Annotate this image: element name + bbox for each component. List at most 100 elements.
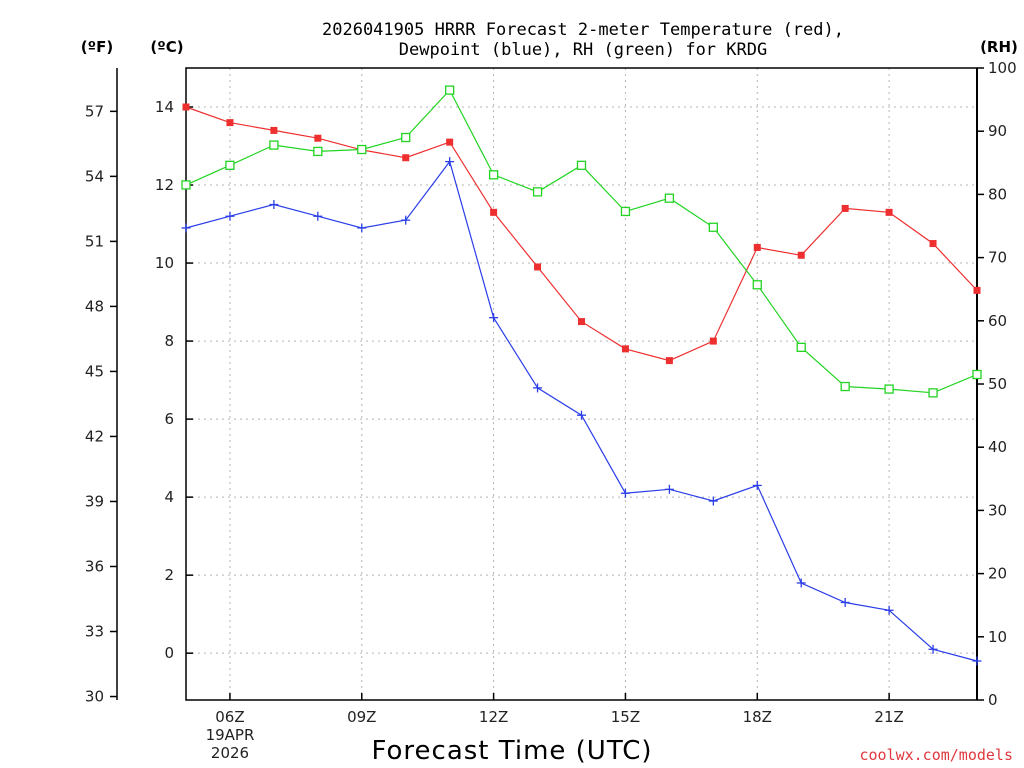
date-label-line-2: 2026: [211, 744, 249, 762]
celsius-tick-label: 8: [164, 332, 174, 350]
rh-tick-label: 70: [988, 249, 1007, 267]
series-layer: [181, 85, 982, 666]
dewpoint-point: [269, 200, 279, 210]
temperature-point: [314, 134, 322, 142]
celsius-tick-label: 2: [164, 566, 174, 584]
temperature-point: [929, 240, 937, 248]
rh-point: [620, 206, 631, 217]
series-temperature: [182, 103, 981, 365]
rh-point: [269, 140, 279, 150]
x-tick-label: 06Z: [215, 708, 244, 726]
temperature-point: [446, 138, 454, 146]
dewpoint-point: [533, 383, 543, 393]
celsius-tick-label: 12: [155, 176, 174, 194]
temperature-point: [578, 318, 585, 326]
rh-point: [532, 187, 543, 197]
rh-point: [225, 160, 235, 170]
dewpoint-point: [357, 223, 367, 233]
date-label-line-1: 19APR: [206, 726, 255, 744]
rh-point: [972, 369, 982, 380]
rh-point: [181, 180, 191, 190]
rh-point: [576, 160, 587, 170]
rh-tick-label: 30: [988, 501, 1007, 519]
dewpoint-point: [796, 578, 806, 588]
rh-tick-label: 80: [988, 185, 1007, 203]
x-ticks: 06Z 09Z 12Z 15Z 18Z 21Z: [215, 693, 904, 726]
dewpoint-point: [445, 157, 455, 167]
fahrenheit-tick-label: 54: [85, 167, 104, 185]
dewpoint-point: [181, 223, 191, 233]
temperature-point: [402, 154, 410, 162]
rh-tick-label: 10: [988, 628, 1007, 646]
dewpoint-point: [972, 656, 982, 666]
temperature-point: [534, 263, 542, 271]
dewpoint-point: [884, 605, 894, 615]
celsius-tick-label: 14: [155, 98, 174, 116]
rh-tick-label: 100: [988, 59, 1017, 77]
celsius-tick-label: 0: [164, 644, 174, 662]
rh-point: [664, 193, 675, 203]
x-tick-label: 09Z: [347, 708, 376, 726]
rh-point: [884, 384, 894, 394]
temperature-point: [973, 286, 981, 294]
temperature-point: [841, 204, 849, 212]
rh-point: [313, 146, 323, 157]
temperature-point: [709, 337, 717, 345]
fahrenheit-tick-label: 30: [85, 688, 104, 706]
fahrenheit-tick-label: 57: [85, 102, 104, 120]
series-dewpoint: [181, 157, 982, 666]
rh-point: [357, 144, 367, 155]
rh-point: [401, 132, 411, 143]
fahrenheit-tick-label: 39: [85, 492, 104, 510]
temperature-point: [270, 126, 278, 134]
rh-point: [708, 222, 718, 232]
chart-title-line-1: 2026041905 HRRR Forecast 2-meter Tempera…: [322, 20, 844, 40]
fahrenheit-tick-label: 33: [85, 623, 104, 641]
fahrenheit-tick-label: 36: [85, 557, 104, 575]
rh-point: [445, 85, 455, 95]
fahrenheit-axis-unit: (ºF): [81, 38, 113, 56]
rh-ticks: 0 10 20 30 40 50 60 70 80 90 100: [977, 59, 1017, 709]
rh-tick-label: 0: [988, 691, 998, 709]
rh-point: [928, 388, 938, 398]
temperature-point: [182, 103, 190, 111]
rh-point: [796, 342, 806, 352]
rh-axis-unit: (RH): [980, 38, 1018, 56]
dewpoint-point: [401, 215, 411, 225]
x-tick-label: 18Z: [743, 708, 772, 726]
dewpoint-point: [577, 410, 586, 420]
celsius-axis-unit: (ºC): [150, 38, 183, 56]
dewpoint-point: [928, 644, 938, 654]
celsius-tick-label: 4: [164, 488, 174, 506]
rh-tick-label: 40: [988, 438, 1007, 456]
dewpoint-point: [840, 597, 850, 607]
dewpoint-point: [708, 496, 718, 506]
x-tick-label: 15Z: [611, 708, 640, 726]
fahrenheit-ticks: 30 33 36 39 42 45 48 51 54 57: [85, 102, 117, 706]
dewpoint-point: [620, 488, 630, 498]
credit-text: coolwx.com/models: [859, 746, 1013, 764]
temperature-point: [621, 345, 629, 353]
celsius-tick-label: 10: [155, 254, 174, 272]
temperature-point: [226, 119, 234, 127]
temperature-point: [665, 357, 673, 365]
rh-tick-label: 60: [988, 312, 1007, 330]
fahrenheit-tick-label: 51: [85, 232, 104, 250]
chart-title-line-2: Dewpoint (blue), RH (green) for KRDG: [399, 40, 767, 60]
rh-point: [488, 170, 499, 180]
x-axis-title: Forecast Time (UTC): [371, 736, 652, 766]
rh-tick-label: 90: [988, 122, 1007, 140]
rh-point: [840, 381, 850, 392]
x-tick-label: 21Z: [874, 708, 903, 726]
fahrenheit-tick-label: 42: [85, 427, 104, 445]
dewpoint-point: [225, 211, 235, 221]
dewpoint-point: [752, 480, 762, 490]
celsius-tick-label: 6: [164, 410, 174, 428]
dewpoint-point: [313, 211, 323, 221]
fahrenheit-tick-label: 45: [85, 362, 104, 380]
temperature-point: [490, 208, 498, 216]
rh-tick-label: 50: [988, 375, 1007, 393]
dewpoint-point: [489, 313, 499, 323]
x-tick-label: 12Z: [479, 708, 508, 726]
